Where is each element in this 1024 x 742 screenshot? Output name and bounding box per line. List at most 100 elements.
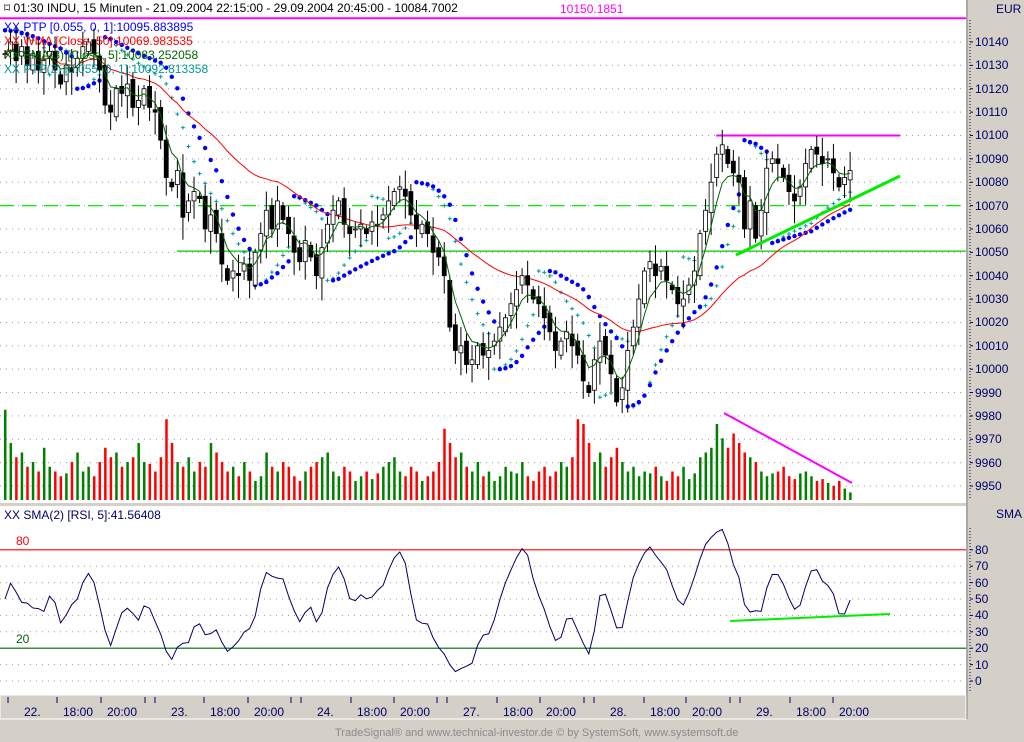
ptp2-marker bbox=[837, 197, 841, 202]
candle-body bbox=[180, 172, 186, 218]
rsi-tick-label: 0 bbox=[975, 674, 982, 688]
ptp-dot bbox=[280, 264, 286, 270]
volume-bar bbox=[382, 466, 385, 500]
ptp-dot bbox=[503, 366, 508, 371]
ptp-dot bbox=[369, 258, 375, 264]
volume-bar bbox=[799, 473, 802, 500]
ptp-dot bbox=[286, 259, 291, 264]
candle-body bbox=[792, 193, 797, 202]
ptp-dot bbox=[708, 282, 714, 287]
volume-bar bbox=[448, 443, 452, 500]
candle-body bbox=[291, 235, 297, 253]
rsi-legend[interactable]: XX SMA(2) [RSI, 5]:41.56408 bbox=[4, 508, 161, 522]
volume-bar bbox=[504, 466, 507, 500]
volume-bar bbox=[304, 471, 307, 500]
ptp-dot bbox=[130, 48, 136, 53]
candle-body bbox=[475, 345, 481, 365]
volume-bar bbox=[732, 433, 735, 500]
ptp2-marker bbox=[386, 236, 391, 241]
ptp-dot bbox=[725, 222, 730, 228]
volume-bar bbox=[604, 466, 607, 500]
legend-ptp[interactable]: XX PTP [0.055, 0, 1]:10095.883895 bbox=[4, 20, 194, 34]
legend-ema[interactable]: XX EMA(3) [Close, 5]:10083.252058 bbox=[4, 48, 199, 62]
volume-bar bbox=[265, 452, 268, 500]
candle-body bbox=[63, 64, 69, 83]
ptp2-marker bbox=[30, 38, 35, 43]
ptp-dot bbox=[41, 38, 47, 44]
ptp2-marker bbox=[803, 223, 808, 228]
volume-bar bbox=[270, 466, 274, 500]
ptp-dot bbox=[653, 370, 658, 375]
price-tick-label: 10060 bbox=[975, 221, 1009, 236]
rsi-tick-label: 70 bbox=[975, 559, 989, 574]
candle-body bbox=[197, 195, 203, 199]
ptp2-marker bbox=[147, 68, 152, 73]
volume-bar bbox=[181, 466, 185, 500]
candle-body bbox=[541, 305, 547, 319]
rsi-support-line[interactable] bbox=[729, 613, 891, 622]
window-icon[interactable]: ⌑ bbox=[4, 1, 14, 15]
volume-bar bbox=[726, 447, 730, 500]
volume-bar bbox=[409, 466, 413, 500]
volume-bar bbox=[309, 466, 313, 500]
candle-body bbox=[363, 228, 369, 235]
volume-bar bbox=[198, 462, 202, 500]
candle-body bbox=[313, 254, 319, 277]
candle-body bbox=[52, 50, 58, 71]
candle-body bbox=[719, 144, 725, 155]
ptp2-marker bbox=[197, 171, 202, 176]
ptp2-marker bbox=[153, 71, 158, 76]
candle-body bbox=[514, 289, 519, 307]
volume-bar bbox=[482, 476, 485, 500]
ptp-dot bbox=[786, 235, 792, 240]
rsi-pane[interactable] bbox=[0, 506, 966, 695]
price-tick-label: 10050 bbox=[975, 245, 1009, 260]
ptp-dot bbox=[714, 265, 719, 270]
ptp-dot bbox=[414, 180, 419, 185]
price-tick-label: 9950 bbox=[975, 479, 1002, 494]
price-tick-label: 10100 bbox=[975, 128, 1009, 143]
volume-bar bbox=[532, 481, 535, 500]
ptp2-marker bbox=[381, 197, 386, 202]
candle-body bbox=[842, 177, 847, 185]
ptp2-marker bbox=[570, 306, 575, 311]
ptp-dot bbox=[19, 30, 24, 35]
legend-ptp2[interactable]: XX PTP(2) [0.055, 0, 1]:10092.813358 bbox=[4, 62, 209, 76]
price-tick-label: 10040 bbox=[975, 268, 1009, 283]
ptp-dot bbox=[608, 329, 614, 334]
candle-body bbox=[519, 275, 525, 286]
ptp2-marker bbox=[798, 226, 803, 231]
volume-bar bbox=[498, 476, 502, 500]
volume-bar bbox=[593, 462, 596, 500]
rsi-tick-label: 40 bbox=[975, 608, 989, 623]
ptp-dot bbox=[386, 251, 391, 256]
volume-downtrend-line[interactable] bbox=[723, 412, 853, 484]
candle-body bbox=[163, 139, 169, 178]
ptp2-marker bbox=[142, 65, 146, 70]
ptp2-marker bbox=[536, 269, 541, 274]
ptp-dot bbox=[380, 253, 386, 259]
candle-body bbox=[108, 104, 114, 113]
ptp2-marker bbox=[325, 278, 330, 283]
volume-bar bbox=[365, 471, 368, 500]
footer-copyright: TradeSignal® and www.technical-investor.… bbox=[335, 727, 739, 739]
candle-body bbox=[447, 279, 453, 328]
candle-body bbox=[469, 359, 475, 365]
volume-bar bbox=[298, 481, 302, 500]
volume-bar bbox=[126, 462, 129, 500]
ptp-dot bbox=[147, 55, 152, 61]
ptp2-marker bbox=[831, 201, 836, 206]
uptrend-line[interactable] bbox=[735, 174, 901, 257]
price-tick-label: 9980 bbox=[975, 408, 1002, 423]
volume-bar bbox=[237, 476, 241, 500]
volume-bar bbox=[626, 471, 630, 500]
candle-body bbox=[658, 265, 664, 272]
legend-wma[interactable]: XX WMA [Close, 50]:10069.983535 bbox=[4, 34, 193, 48]
ptp-dot bbox=[358, 264, 364, 269]
volume-bar bbox=[243, 462, 246, 500]
ptp-dot bbox=[770, 240, 775, 246]
ptp-dot bbox=[758, 145, 764, 151]
ptp-dot bbox=[291, 194, 297, 199]
volume-bar bbox=[131, 457, 135, 500]
